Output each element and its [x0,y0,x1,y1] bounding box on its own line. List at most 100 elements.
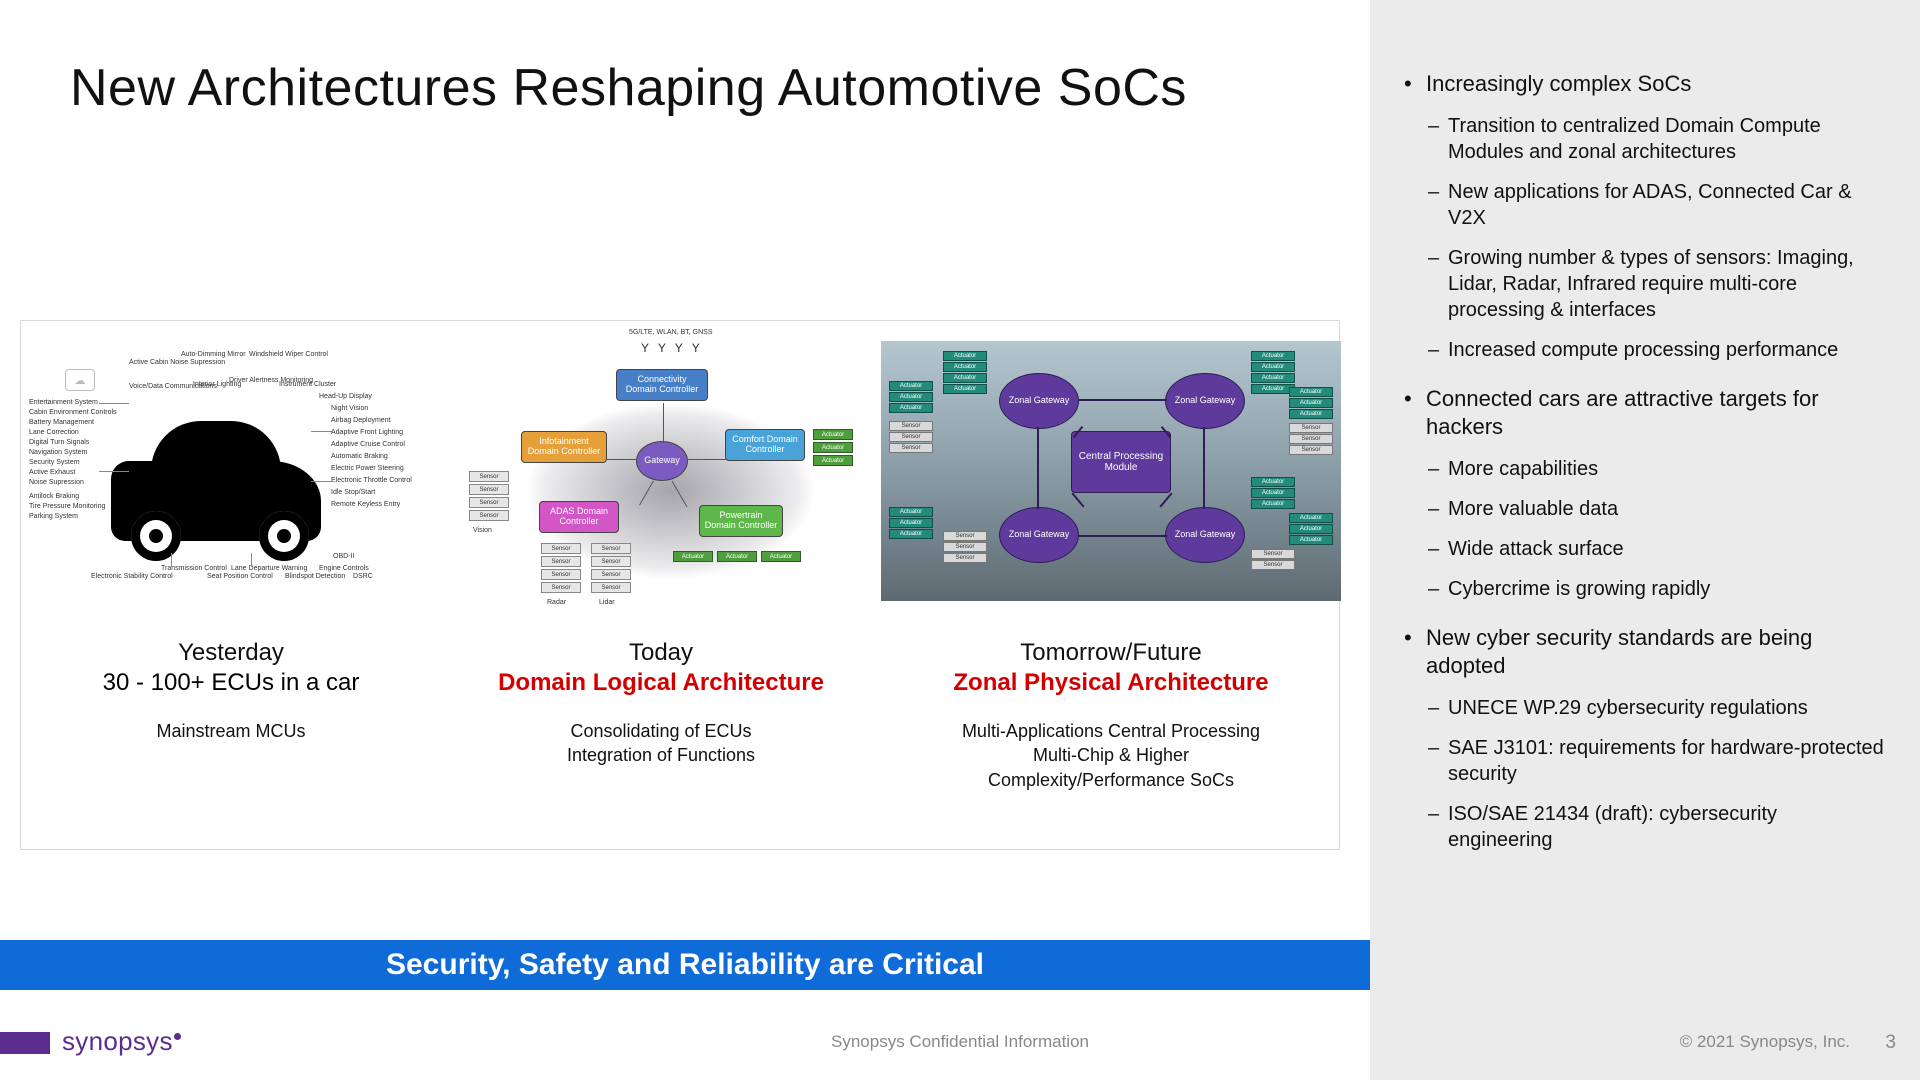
io-sensor: Sensor [591,569,631,580]
caption-desc-line: Consolidating of ECUs [570,721,751,741]
evolution-panel: ☁ Active Cabin Noise Supression Auto-Dim… [20,320,1340,850]
sensor-stack: Sensor Sensor Sensor Sensor [469,471,509,521]
io-actuator: Actuator [943,362,987,372]
slide: New Architectures Reshaping Automotive S… [0,0,1920,1080]
io-actuator: Actuator [1251,373,1295,383]
io-sensor: Sensor [591,556,631,567]
leader-line [251,553,252,567]
cloud-icon: ☁ [65,369,95,391]
ecu-label: Active Cabin Noise Supression [129,359,225,366]
caption-subheading: Zonal Physical Architecture [881,669,1341,697]
io-actuator: Actuator [761,551,801,562]
node-cpm: Central Processing Module [1071,431,1171,493]
footer-copyright: © 2021 Synopsys, Inc. [1680,1032,1850,1052]
zwire [1079,399,1167,401]
node-zonal-gateway: Zonal Gateway [999,507,1079,563]
ecu-label: Airbag Deployment [331,417,391,424]
actuator-row: Actuator Actuator Actuator [673,551,801,562]
io-sensor: Sensor [943,553,987,563]
leader-line [99,471,129,472]
io-actuator: Actuator [943,373,987,383]
slide-title: New Architectures Reshaping Automotive S… [70,58,1187,118]
io-sensor: Sensor [1289,434,1333,444]
io-stack: Actuator Actuator Actuator [889,381,933,413]
stack-sublabel: Radar [547,599,566,606]
domain-connectivity: Connectivity Domain Controller [616,369,708,401]
node-zonal-gateway: Zonal Gateway [1165,507,1245,563]
io-stack: Actuator Actuator Actuator [1251,477,1295,509]
sensor-stack: Sensor Sensor Sensor Sensor [541,543,581,593]
caption-desc: Consolidating of ECUs Integration of Fun… [441,719,881,768]
caption-desc: Mainstream MCUs [21,719,441,743]
actuator-stack: Actuator Actuator Actuator [813,429,853,466]
io-sensor: Sensor [889,443,933,453]
io-sensor: Sensor [469,484,509,495]
ecu-label: Security System [29,459,80,466]
antenna-label: 5G/LTE, WLAN, BT, GNSS [629,329,713,336]
ecu-label: Auto-Dimming Mirror [181,351,246,358]
bullet-l2: ISO/SAE 21434 (draft): cybersecurity eng… [1404,801,1886,853]
io-actuator: Actuator [813,429,853,440]
wheel-rear [259,511,309,561]
column-yesterday: ☁ Active Cabin Noise Supression Auto-Dim… [21,321,441,849]
diagram-yesterday: ☁ Active Cabin Noise Supression Auto-Dim… [21,321,441,621]
caption-heading: Yesterday [21,639,441,667]
caption-desc-line: Multi-Chip & Higher [1033,745,1189,765]
io-sensor: Sensor [541,569,581,580]
io-actuator: Actuator [943,384,987,394]
io-actuator: Actuator [1289,535,1333,545]
io-actuator: Actuator [1289,409,1333,419]
domain-comfort: Comfort Domain Controller [725,429,805,461]
bullet-l2: New applications for ADAS, Connected Car… [1404,179,1886,231]
column-today: 5G/LTE, WLAN, BT, GNSS Y Y Y Y Connectiv… [441,321,881,849]
io-actuator: Actuator [889,381,933,391]
io-actuator: Actuator [889,507,933,517]
stack-sublabel: Lidar [599,599,615,606]
caption-future: Tomorrow/Future Zonal Physical Architect… [881,639,1341,792]
ecu-label: Tire Pressure Monitoring [29,503,105,510]
ecu-label: Automatic Braking [331,453,388,460]
ecu-label: Windshield Wiper Control [249,351,328,358]
io-stack: Sensor Sensor [1251,549,1295,570]
io-stack: Sensor Sensor Sensor [943,531,987,563]
leader-line [311,481,333,482]
bullet-l2: SAE J3101: requirements for hardware-pro… [1404,735,1886,787]
io-stack: Actuator Actuator Actuator [1289,387,1333,419]
io-sensor: Sensor [943,531,987,541]
ecu-label: Digital Turn Signals [29,439,89,446]
stack-sublabel: Vision [473,527,492,534]
bullet-l1: Increasingly complex SoCs [1404,70,1886,99]
column-future: Central Processing Module Zonal Gateway … [881,321,1341,849]
bullet-l2: Growing number & types of sensors: Imagi… [1404,245,1886,323]
io-actuator: Actuator [1251,488,1295,498]
caption-desc-line: Complexity/Performance SoCs [988,770,1234,790]
io-sensor: Sensor [943,542,987,552]
caption-today: Today Domain Logical Architecture Consol… [441,639,881,768]
side-column: Increasingly complex SoCs Transition to … [1370,0,1920,1080]
ecu-label: Lane Correction [29,429,79,436]
io-actuator: Actuator [1251,477,1295,487]
io-sensor: Sensor [1289,423,1333,433]
ecu-label: Remote Keyless Entry [331,501,400,508]
ecu-label: Instrument Cluster [279,381,336,388]
caption-desc: Multi-Applications Central Processing Mu… [881,719,1341,792]
io-actuator: Actuator [1251,499,1295,509]
leader-line [171,553,172,567]
io-sensor: Sensor [1289,445,1333,455]
ecu-label: Noise Supression [29,479,84,486]
io-actuator: Actuator [813,442,853,453]
domain-gateway: Gateway [636,441,688,481]
ecu-label: DSRC [353,573,373,580]
domain-infotainment: Infotainment Domain Controller [521,431,607,463]
ecu-label: Adaptive Front Lighting [331,429,403,436]
ecu-label: Antilock Braking [29,493,79,500]
domain-adas: ADAS Domain Controller [539,501,619,533]
zwire [1037,427,1039,509]
ecu-label: Cabin Environment Controls [29,409,117,416]
io-sensor: Sensor [469,497,509,508]
io-actuator: Actuator [1289,398,1333,408]
caption-heading: Tomorrow/Future [881,639,1341,667]
ecu-label: Electronic Stability Control [91,573,173,580]
wire [607,459,637,460]
ecu-label: Electronic Throttle Control [331,477,412,484]
